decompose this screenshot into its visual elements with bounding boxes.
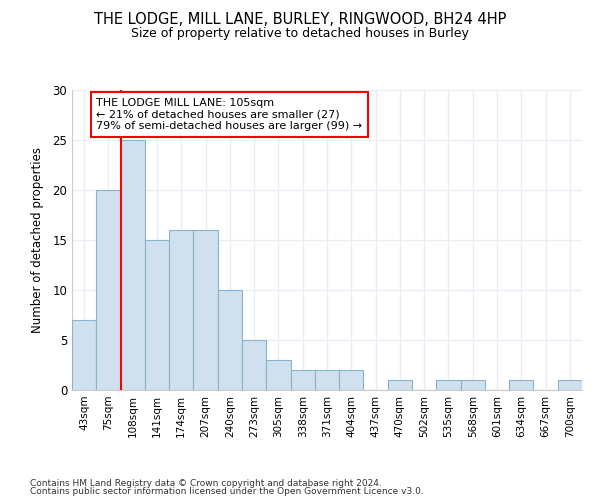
Bar xyxy=(96,190,121,390)
Text: Contains HM Land Registry data © Crown copyright and database right 2024.: Contains HM Land Registry data © Crown c… xyxy=(30,478,382,488)
Bar xyxy=(193,230,218,390)
Bar xyxy=(242,340,266,390)
Bar xyxy=(290,370,315,390)
Bar xyxy=(121,140,145,390)
Bar xyxy=(315,370,339,390)
Bar xyxy=(169,230,193,390)
Y-axis label: Number of detached properties: Number of detached properties xyxy=(31,147,44,333)
Text: Contains public sector information licensed under the Open Government Licence v3: Contains public sector information licen… xyxy=(30,487,424,496)
Bar xyxy=(509,380,533,390)
Bar xyxy=(339,370,364,390)
Bar xyxy=(145,240,169,390)
Text: THE LODGE, MILL LANE, BURLEY, RINGWOOD, BH24 4HP: THE LODGE, MILL LANE, BURLEY, RINGWOOD, … xyxy=(94,12,506,28)
Bar xyxy=(266,360,290,390)
Text: THE LODGE MILL LANE: 105sqm
← 21% of detached houses are smaller (27)
79% of sem: THE LODGE MILL LANE: 105sqm ← 21% of det… xyxy=(96,98,362,131)
Bar xyxy=(388,380,412,390)
Text: Size of property relative to detached houses in Burley: Size of property relative to detached ho… xyxy=(131,28,469,40)
Bar xyxy=(218,290,242,390)
Bar xyxy=(72,320,96,390)
Bar xyxy=(436,380,461,390)
Bar xyxy=(558,380,582,390)
Bar xyxy=(461,380,485,390)
